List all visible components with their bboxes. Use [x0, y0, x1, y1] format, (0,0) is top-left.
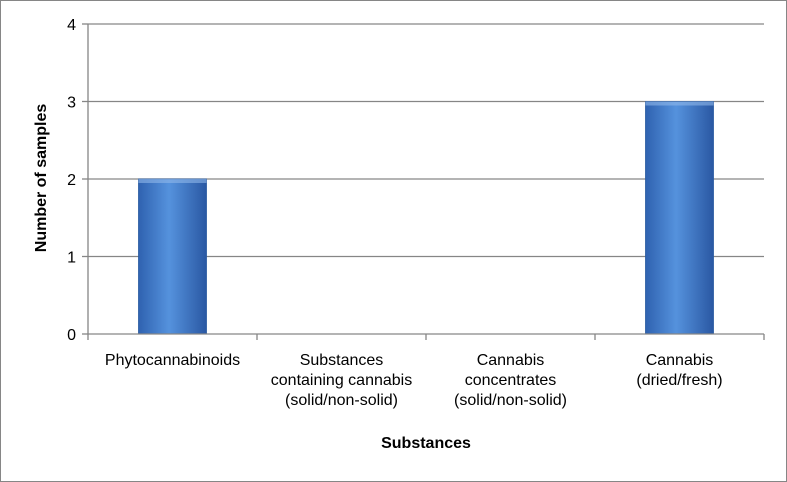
- bar: [138, 178, 207, 335]
- y-tick-label: 2: [67, 172, 76, 189]
- y-tick-labels: 0 1 2 3 4: [67, 17, 76, 344]
- y-tick-label: 4: [67, 17, 76, 34]
- bar-highlight: [645, 101, 714, 106]
- x-tick-label: Substances containing cannabis (solid/non-…: [271, 352, 412, 409]
- y-axis-title: Number of samples: [33, 104, 50, 253]
- axes: [82, 23, 765, 340]
- x-tick-labels: Phytocannabinoids Substances containing ca…: [105, 352, 723, 409]
- bars: [138, 101, 714, 335]
- y-tick-label: 3: [67, 95, 76, 112]
- y-tick-label: 0: [67, 327, 76, 344]
- x-axis-title: Substances: [381, 435, 471, 452]
- x-tick-label: Cannabis (dried/fresh): [636, 352, 722, 389]
- x-tick-label: Cannabis concentrates (solid/non-solid): [454, 352, 567, 409]
- x-tick-label: Phytocannabinoids: [105, 352, 240, 369]
- bar-highlight: [138, 179, 207, 183]
- bar: [645, 101, 714, 335]
- y-tick-label: 1: [67, 250, 76, 267]
